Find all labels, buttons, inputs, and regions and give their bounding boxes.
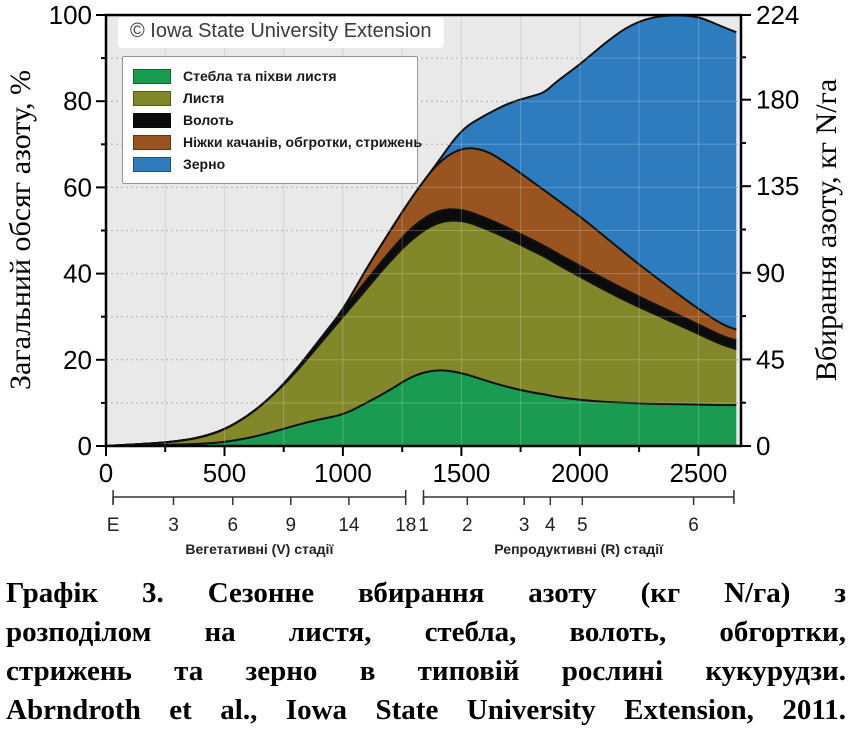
reproductive-stage-axis-tick-label: 5	[577, 515, 588, 536]
x-axis-tick-label: 1500	[432, 458, 490, 488]
vegetative-stage-axis-tick-label: 14	[338, 515, 360, 536]
area-1	[106, 370, 737, 446]
vegetative-stage-axis-tick-label: 6	[228, 515, 239, 536]
caption-line-3: стрижень та зерно в типовій рослині куку…	[6, 655, 846, 687]
vegetative-stage-axis-tick-label: E	[107, 515, 120, 536]
x-axis-tick-label: 2500	[669, 458, 727, 488]
left-axis-tick-label: 80	[63, 86, 92, 116]
x-axis-tick-label: 0	[99, 458, 113, 488]
left-axis-tick-label: 40	[63, 259, 92, 289]
vegetative-stage-axis-label: Вегетативні (V) стадії	[185, 541, 334, 557]
caption-line-2: розподілом на листя, стебла, волоть, обг…	[6, 616, 846, 648]
right-axis-tick-label: 180	[756, 85, 799, 115]
legend-swatch-icon	[133, 112, 171, 128]
area-5	[106, 15, 737, 446]
caption-line-4: Abrndroth et al., Iowa State University …	[6, 694, 846, 726]
right-axis-tick-label: 135	[756, 171, 799, 201]
x-axis-tick-label: 2000	[551, 458, 609, 488]
legend-item-label: Стебла та піхви листя	[183, 68, 337, 84]
legend-item-label: Ніжки качанів, обгротки, стрижень	[183, 134, 422, 150]
legend-swatch-icon	[133, 68, 171, 84]
right-axis-title: Вбирання азоту, кг N/га	[810, 79, 843, 381]
legend-item-label: Волоть	[183, 112, 234, 128]
reproductive-stage-axis-tick-label: 3	[519, 515, 530, 536]
vegetative-stage-axis-tick-label: 18	[395, 515, 416, 536]
left-axis-tick-label: 0	[78, 431, 92, 461]
reproductive-stage-axis-tick-label: 6	[688, 515, 699, 536]
chart-legend: Стебла та піхви листя Листя Волоть Ніжки ка…	[122, 56, 422, 184]
caption-line-1: Графік 3. Сезонне вбирання азоту (кг N/г…	[6, 577, 846, 609]
area-4	[106, 148, 737, 446]
boundary-line-1	[106, 369, 737, 446]
vegetative-stage-axis-tick-label: 9	[286, 515, 297, 536]
right-axis-tick-label: 0	[756, 431, 770, 461]
legend-item-2: Листя	[133, 87, 412, 109]
right-axis-tick-label: 45	[756, 344, 785, 374]
legend-item-5: Зерно	[133, 153, 412, 175]
legend-item-3: Волоть	[133, 109, 412, 131]
legend-swatch-icon	[133, 134, 171, 150]
reproductive-stage-axis-tick-label: 1	[418, 515, 429, 536]
area-3	[106, 209, 737, 446]
legend-item-label: Зерно	[183, 156, 226, 172]
left-axis-tick-label: 60	[63, 172, 92, 202]
left-axis-tick-label: 100	[49, 0, 92, 30]
reproductive-stage-axis-tick-label: 2	[462, 515, 473, 536]
vegetative-stage-axis-tick-label: 3	[168, 515, 179, 536]
right-axis-tick-label: 90	[756, 258, 785, 288]
copyright-watermark-text: © Iowa State University Extension	[130, 20, 432, 42]
x-axis-tick-label: 500	[203, 458, 246, 488]
copyright-watermark: © Iowa State University Extension	[118, 17, 444, 48]
x-axis-tick-label: 1000	[314, 458, 372, 488]
right-axis-tick-label: 224	[756, 0, 799, 30]
figure-caption: Графік 3. Сезонне вбирання азоту (кг N/г…	[6, 574, 846, 730]
legend-item-4: Ніжки качанів, обгротки, стрижень	[133, 131, 422, 153]
reproductive-stage-axis-label: Репродуктивні (R) стадії	[494, 541, 664, 557]
left-axis-tick-label: 20	[63, 345, 92, 375]
legend-swatch-icon	[133, 90, 171, 106]
legend-item-label: Листя	[183, 90, 225, 106]
legend-item-1: Стебла та піхви листя	[133, 65, 412, 87]
reproductive-stage-axis-tick-label: 4	[545, 515, 556, 536]
left-axis-title: Загальний обсяг азоту, %	[4, 70, 37, 390]
legend-swatch-icon	[133, 156, 171, 172]
boundary-line-5	[106, 15, 737, 446]
